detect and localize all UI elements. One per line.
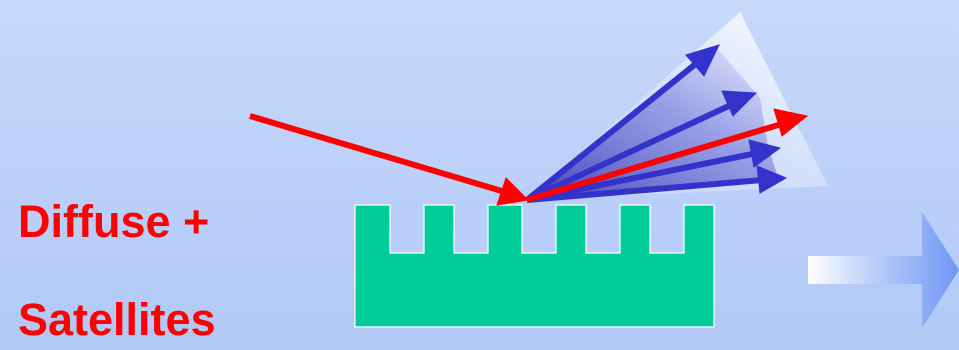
diffuse-ray xyxy=(526,139,782,203)
diffuse-label: Diffuse + xyxy=(18,196,210,247)
right-arrow-icon xyxy=(808,212,959,328)
incident-ray xyxy=(249,113,530,206)
diffuse-ray xyxy=(525,90,758,203)
diffuse-ray xyxy=(525,44,720,203)
satellites-label: Satellites xyxy=(18,294,216,345)
specular-ray xyxy=(526,108,809,203)
diffuse-ray xyxy=(526,165,788,203)
diffuse-rays xyxy=(525,44,788,203)
grating xyxy=(354,204,715,328)
